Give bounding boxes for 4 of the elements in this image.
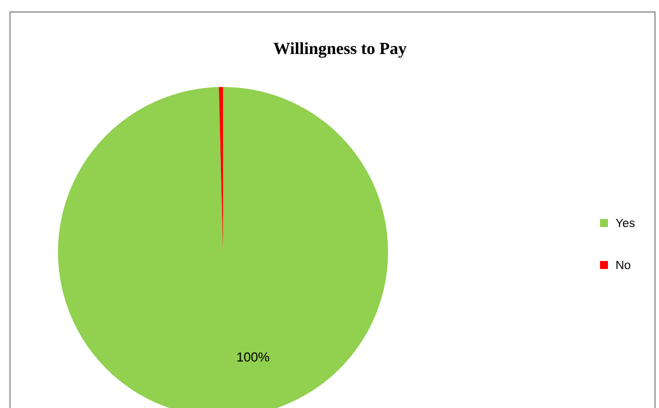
- legend-label: Yes: [616, 218, 635, 228]
- legend-label: No: [616, 260, 630, 270]
- chart-title: Willingness to Pay: [274, 42, 406, 58]
- data-label: 100%: [237, 352, 270, 362]
